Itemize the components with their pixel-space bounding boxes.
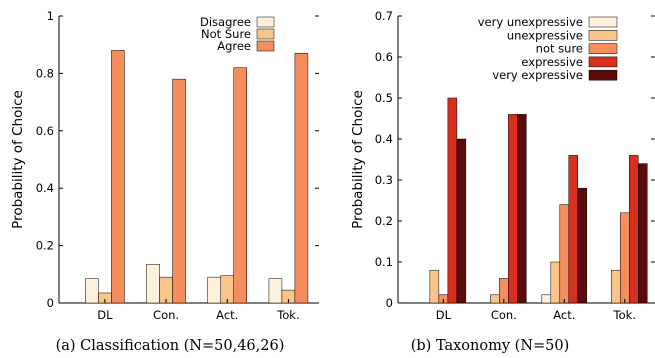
x-tick-label: Tok. [276, 308, 299, 322]
legend-label: very expressive [492, 68, 583, 82]
y-tick-label: 0.4 [36, 181, 54, 195]
bar-not-sure-2 [559, 204, 570, 304]
caption-classification: (a) Classification (N=50,46,26) [56, 338, 285, 354]
y-tick-label: 0.4 [375, 132, 393, 146]
bar-agree-1 [172, 78, 186, 304]
legend-label: unexpressive [507, 28, 583, 42]
y-tick-label: 0.2 [36, 239, 54, 253]
x-tick-label: Act. [553, 308, 575, 322]
legend-swatch [256, 16, 275, 28]
legend-swatch [256, 40, 275, 52]
legend-label: Disagree [200, 15, 251, 29]
bar-disagree-3 [268, 278, 283, 304]
bar-unexpressive-1 [490, 294, 500, 304]
bar-unexpressive-3 [611, 269, 621, 304]
y-tick-label: 0.3 [375, 173, 393, 187]
bar-unexpressive-0 [429, 269, 440, 304]
x-tick-label: DL [97, 308, 113, 322]
bar-agree-0 [111, 50, 125, 304]
bar-not-sure-3 [620, 212, 630, 304]
bar-very-expressive-0 [456, 138, 467, 304]
bar-very-expressive-1 [517, 114, 527, 304]
legend-swatch [588, 16, 618, 28]
legend-label: Not Sure [201, 27, 251, 41]
y-tick-label: 0.6 [375, 50, 393, 64]
legend-swatch [588, 43, 618, 54]
bar-very-unexpressive-2 [541, 294, 552, 304]
y-tick-label: 0 [386, 296, 393, 310]
y-axis-title: Probability of Choice [10, 90, 26, 229]
x-tick-label: Con. [491, 308, 517, 322]
bar-not-sure-2 [220, 275, 234, 304]
legend-label: Agree [217, 39, 251, 53]
bar-very-expressive-2 [577, 187, 588, 304]
bar-expressive-0 [447, 97, 458, 304]
legend-label: expressive [521, 55, 583, 69]
y-tick-label: 0.7 [375, 9, 393, 23]
x-tick-label: DL [436, 308, 452, 322]
legend-swatch [588, 56, 618, 68]
bar-disagree-0 [85, 278, 99, 304]
y-tick-label: 1 [47, 9, 54, 23]
y-tick-label: 0.8 [36, 66, 54, 80]
bar-expressive-3 [629, 155, 639, 304]
bar-agree-2 [233, 67, 247, 304]
legend-swatch [588, 30, 618, 41]
y-tick-label: 0.6 [36, 124, 54, 138]
legend-swatch [256, 28, 275, 40]
caption-taxonomy: (b) Taxonomy (N=50) [411, 338, 570, 354]
bar-agree-3 [294, 53, 309, 304]
bar-disagree-1 [146, 264, 160, 304]
classification-chart: 0 0.2 0.4 0.6 0.8 1 Probability of Choice DL Con… [10, 9, 319, 322]
y-tick-label: 0.1 [375, 255, 393, 269]
bar-unexpressive-2 [550, 261, 561, 304]
legend-label: very unexpressive [478, 15, 583, 29]
y-axis-title: Probability of Choice [350, 90, 366, 229]
bar-disagree-2 [207, 276, 221, 304]
x-tick-label: Act. [216, 308, 238, 322]
legend-label: not sure [536, 42, 583, 56]
x-tick-label: Tok. [613, 308, 636, 322]
y-tick-label: 0.2 [375, 214, 393, 228]
bar-expressive-1 [508, 114, 518, 304]
taxonomy-chart: 0 0.1 0.2 0.3 0.4 0.5 0.6 0.7 Probability of Cho… [350, 9, 655, 322]
x-tick-label: Con. [153, 308, 179, 322]
legend-swatch [588, 69, 618, 81]
y-tick-label: 0 [47, 296, 54, 310]
y-tick-label: 0.5 [375, 91, 393, 105]
bar-expressive-2 [568, 155, 579, 304]
bar-very-expressive-3 [638, 163, 648, 304]
